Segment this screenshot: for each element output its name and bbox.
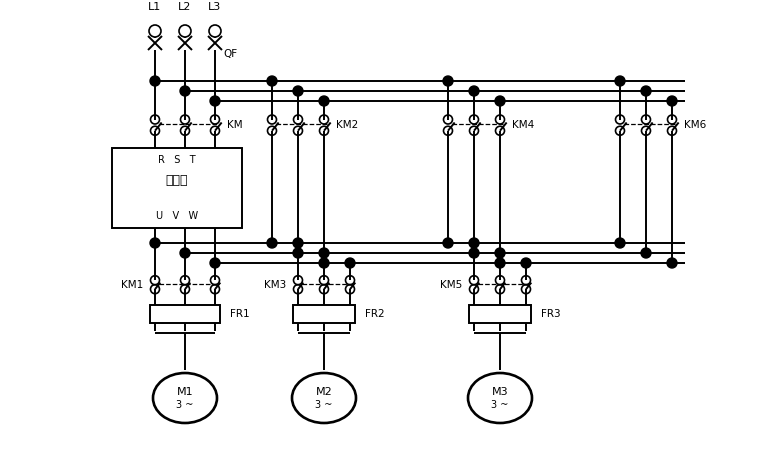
Circle shape — [180, 86, 190, 96]
Text: KM: KM — [227, 120, 243, 130]
Text: KM3: KM3 — [264, 280, 286, 290]
Circle shape — [615, 238, 625, 248]
Text: 3 ~: 3 ~ — [315, 400, 333, 410]
Circle shape — [469, 248, 479, 258]
Bar — [112, 148, 242, 228]
Circle shape — [495, 96, 505, 106]
Text: U   V   W: U V W — [156, 211, 198, 221]
Circle shape — [319, 258, 329, 268]
Circle shape — [267, 76, 277, 86]
Circle shape — [667, 96, 677, 106]
Text: 3 ~: 3 ~ — [491, 400, 508, 410]
Circle shape — [267, 238, 277, 248]
Bar — [293, 305, 355, 323]
Text: L3: L3 — [208, 2, 221, 12]
Circle shape — [150, 238, 160, 248]
Text: R   S   T: R S T — [158, 155, 196, 165]
Circle shape — [180, 248, 190, 258]
Circle shape — [443, 238, 453, 248]
Circle shape — [345, 258, 355, 268]
Text: KM1: KM1 — [121, 280, 143, 290]
Circle shape — [667, 258, 677, 268]
Text: KM5: KM5 — [440, 280, 462, 290]
Text: L1: L1 — [148, 2, 161, 12]
Bar — [469, 305, 531, 323]
Text: 变频器: 变频器 — [166, 173, 188, 187]
Circle shape — [293, 86, 303, 96]
Circle shape — [319, 248, 329, 258]
Circle shape — [641, 86, 651, 96]
Text: FR2: FR2 — [365, 309, 384, 319]
Circle shape — [521, 258, 531, 268]
Circle shape — [495, 248, 505, 258]
Circle shape — [469, 238, 479, 248]
Circle shape — [210, 258, 220, 268]
Circle shape — [293, 238, 303, 248]
Ellipse shape — [153, 373, 217, 423]
Text: FR1: FR1 — [230, 309, 250, 319]
Circle shape — [293, 248, 303, 258]
Text: M2: M2 — [315, 387, 332, 397]
Text: 3 ~: 3 ~ — [176, 400, 194, 410]
Circle shape — [469, 86, 479, 96]
Text: KM2: KM2 — [336, 120, 358, 130]
Circle shape — [319, 96, 329, 106]
Circle shape — [615, 76, 625, 86]
Circle shape — [443, 76, 453, 86]
Text: QF: QF — [223, 49, 237, 59]
Text: M3: M3 — [491, 387, 508, 397]
Circle shape — [150, 76, 160, 86]
Text: L2: L2 — [178, 2, 191, 12]
Circle shape — [641, 248, 651, 258]
Text: M1: M1 — [177, 387, 193, 397]
Circle shape — [210, 96, 220, 106]
Text: KM6: KM6 — [684, 120, 706, 130]
Bar — [150, 305, 220, 323]
Ellipse shape — [292, 373, 356, 423]
Text: KM4: KM4 — [512, 120, 534, 130]
Text: FR3: FR3 — [541, 309, 561, 319]
Circle shape — [495, 258, 505, 268]
Ellipse shape — [468, 373, 532, 423]
